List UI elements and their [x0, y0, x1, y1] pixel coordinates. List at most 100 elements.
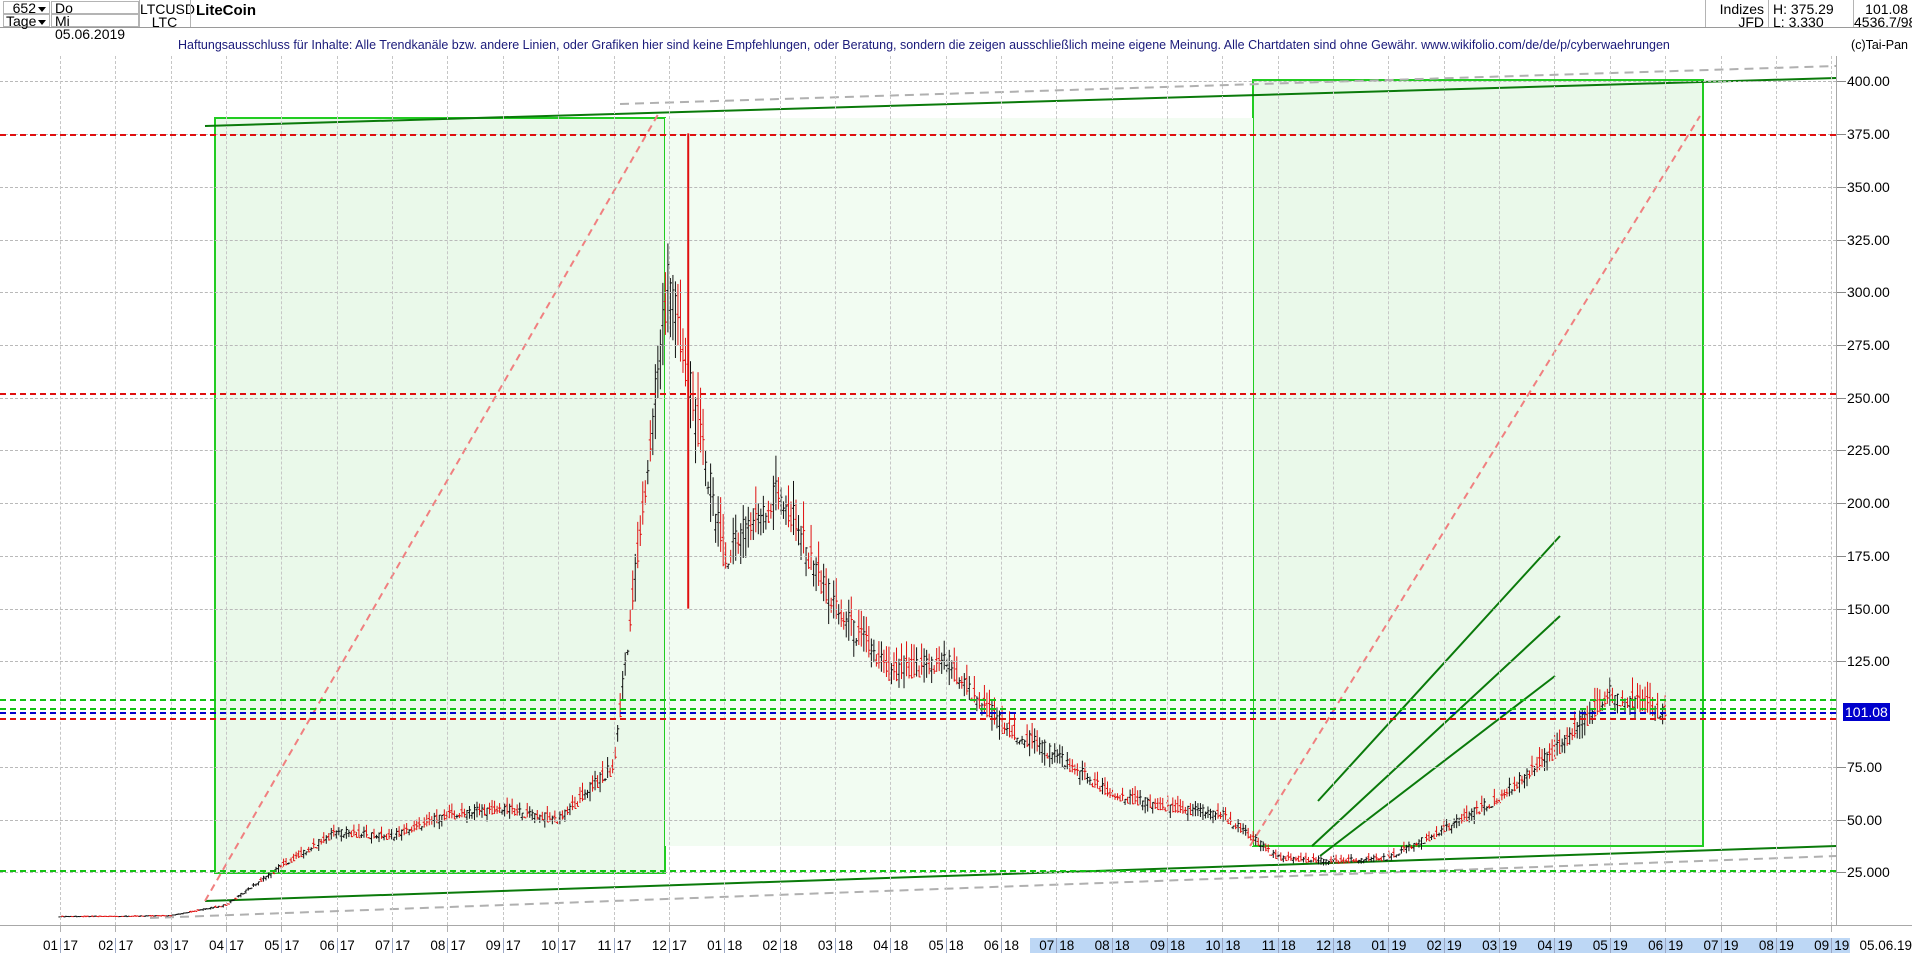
date-axis-label: 03 19 [1482, 938, 1518, 953]
date-axis-label: 08 19 [1758, 938, 1794, 953]
date-axis-tick [336, 926, 338, 932]
channel-fill-mid [665, 118, 1253, 846]
date-axis-tick [1720, 926, 1722, 932]
date-axis-label: 02 17 [98, 938, 134, 953]
date-axis-tick [945, 926, 947, 932]
date-axis-label: 12 18 [1316, 938, 1352, 953]
toolbar-divider [1853, 0, 1854, 27]
axis-tick [1837, 344, 1846, 346]
price-axis-label: 250.00 [1847, 389, 1890, 406]
period-high: H: 375.29 [1773, 1, 1834, 17]
copyright-label: (c)Tai-Pan [1851, 38, 1908, 52]
grid-line-horizontal [0, 555, 1836, 557]
support-107 [0, 699, 1836, 702]
date-axis-tick [1499, 926, 1501, 932]
chart-canvas [58, 65, 1836, 919]
date-axis-label: 07 18 [1039, 938, 1075, 953]
grid-line-vertical [1333, 56, 1335, 925]
grid-line-vertical [1554, 56, 1556, 925]
price-axis-label: 75.00 [1847, 758, 1883, 775]
support-26 [0, 870, 1836, 873]
price-axis-label: 400.00 [1847, 73, 1890, 90]
date-axis-label: 02 19 [1426, 938, 1462, 953]
grid-line-vertical [1111, 56, 1113, 925]
axis-tick [1837, 503, 1846, 505]
date-axis-label: 01 19 [1371, 938, 1407, 953]
date-axis-label: 06 17 [319, 938, 355, 953]
grid-line-horizontal [0, 186, 1836, 188]
date-axis-tick [60, 926, 61, 932]
ascending-channel-2017 [214, 117, 666, 874]
date-axis-tick [115, 926, 117, 932]
wedge-lower [1319, 675, 1556, 857]
price-axis[interactable]: 400.00 375.00 350.00 325.00 300.00 275.00 250.… [1836, 56, 1912, 925]
grid-line-vertical [1277, 56, 1279, 925]
chart-plot-area[interactable] [0, 56, 1836, 925]
price-axis-label: 25.000 [1847, 864, 1890, 881]
date-axis[interactable]: L 05.06.19 01170217031704170517061707170… [0, 925, 1912, 953]
date-axis-label: 01 17 [42, 938, 79, 953]
resistance-252 [0, 393, 1836, 396]
grid-line-vertical [392, 56, 394, 925]
grid-line-horizontal [0, 819, 1836, 821]
grid-line-vertical [502, 56, 504, 925]
grey-dashed-resistance [619, 65, 1836, 105]
date-axis-tick [1388, 926, 1390, 932]
date-axis-label: 12 17 [651, 938, 687, 953]
grid-line-vertical [834, 56, 836, 925]
grid-line-vertical [447, 56, 449, 925]
axis-tick [1837, 292, 1846, 294]
grid-line-vertical [558, 56, 560, 925]
grid-line-horizontal [0, 450, 1836, 452]
axis-tick [1837, 819, 1846, 821]
long-term-resistance [204, 77, 1836, 127]
date-axis-label: 08 18 [1094, 938, 1130, 953]
grid-line-vertical [226, 56, 228, 925]
page-title: LiteCoin [196, 2, 256, 19]
date-axis-label: 07 19 [1703, 938, 1739, 953]
date-to-field[interactable]: Mi 05.06.2019 [51, 14, 139, 41]
support-98 [0, 718, 1836, 721]
grey-dashed-support [149, 855, 1836, 919]
date-axis-tick [890, 926, 892, 932]
date-axis-label: 11 17 [597, 938, 632, 953]
symbol-label: LTCUSD [140, 1, 195, 17]
axis-tick [1837, 555, 1846, 557]
price-axis-label: 350.00 [1847, 178, 1890, 195]
grid-line-horizontal [0, 397, 1836, 399]
grid-line-horizontal [0, 872, 1836, 874]
grid-line-vertical [1388, 56, 1390, 925]
date-axis-tick [1443, 926, 1445, 932]
axis-tick [1837, 661, 1846, 663]
price-axis-label: 50.00 [1847, 811, 1883, 828]
bars-count-dropdown[interactable]: 652 [3, 1, 50, 15]
price-axis-label: 200.00 [1847, 495, 1890, 512]
price-axis-label: 150.00 [1847, 600, 1890, 617]
interval-dropdown[interactable]: Tage [3, 14, 50, 28]
period-low: L: 3.330 [1773, 14, 1824, 30]
grid-line-horizontal [0, 239, 1836, 241]
date-axis-label: 04 19 [1537, 938, 1573, 953]
date-axis-label: 09 18 [1149, 938, 1186, 953]
date-axis-label: 07 17 [375, 938, 411, 953]
parabolic-trendline-2017 [204, 110, 661, 902]
grid-line-vertical [1499, 56, 1501, 925]
price-axis-label: 275.00 [1847, 336, 1890, 353]
grid-line-vertical [613, 56, 615, 925]
date-axis-label: 05 17 [264, 938, 300, 953]
date-axis-tick [392, 926, 394, 932]
grid-line-vertical [336, 56, 338, 925]
date-axis-tick [1775, 926, 1777, 932]
date-axis-tick [1554, 926, 1556, 932]
price-axis-label: 300.00 [1847, 284, 1890, 301]
date-axis-tick [779, 926, 781, 932]
date-axis-label: 03 18 [817, 938, 853, 953]
date-axis-label: 05 18 [928, 938, 964, 953]
grid-line-vertical [1665, 56, 1667, 925]
grid-line-vertical [890, 56, 892, 925]
axis-tick [1837, 397, 1846, 399]
top-toolbar: 652 Tage Do 24.11.2016 Mi 05.06.2019 LTC… [0, 0, 1912, 41]
grid-line-horizontal [0, 661, 1836, 663]
grid-line-vertical [1831, 56, 1833, 925]
